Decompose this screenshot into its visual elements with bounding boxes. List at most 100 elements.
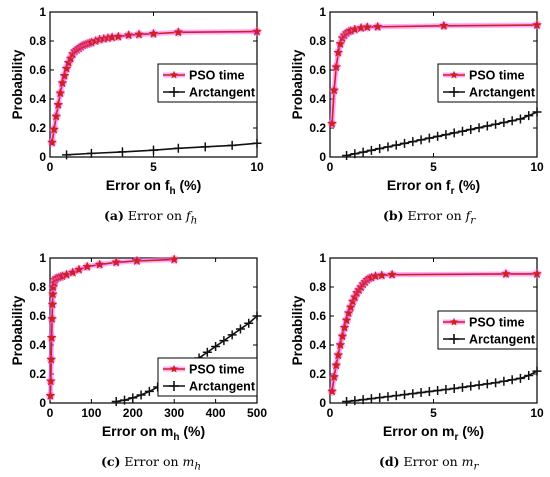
- y-tick-label: 1: [319, 251, 326, 265]
- x-tick-label: 100: [81, 406, 101, 420]
- data-point: [441, 385, 451, 395]
- data-point: [46, 332, 57, 342]
- data-point: [391, 140, 401, 150]
- y-tick-label: 0.2: [29, 121, 46, 135]
- y-axis-label: Probability: [10, 295, 25, 365]
- chart-panel-a: 0 5 10 0 0.2 0.4 0.6 0.8 1 Probability Error on fh…: [10, 5, 264, 197]
- data-point: [86, 148, 96, 158]
- legend-marker-star: [449, 317, 459, 326]
- caption-a: (a) Error on fh: [104, 208, 198, 227]
- data-point: [47, 313, 57, 324]
- data-point: [173, 27, 184, 37]
- data-point: [342, 397, 352, 407]
- data-point: [343, 308, 354, 318]
- series-arctangent: [342, 107, 542, 161]
- data-point: [335, 339, 346, 350]
- data-point: [383, 142, 393, 152]
- series-pso-time: [45, 254, 180, 401]
- x-tick-label: 0: [47, 406, 54, 420]
- data-point: [53, 99, 64, 109]
- data-point: [94, 259, 105, 269]
- y-tick-label: 0.2: [309, 367, 326, 381]
- data-point: [400, 138, 410, 148]
- data-point: [466, 381, 476, 391]
- x-tick-label: 5: [430, 406, 437, 420]
- data-point: [47, 137, 57, 147]
- data-point: [457, 382, 467, 392]
- data-point: [441, 130, 451, 140]
- data-point: [59, 70, 70, 80]
- data-point: [358, 147, 368, 157]
- x-axis-label: Error on mr (%): [383, 423, 484, 443]
- series-pso-time: [47, 26, 262, 147]
- series-line: [346, 111, 538, 157]
- data-point: [408, 389, 418, 399]
- data-point: [252, 138, 262, 148]
- data-point: [329, 371, 339, 382]
- data-point: [372, 21, 383, 31]
- x-tick-label: 10: [530, 160, 544, 174]
- series-arctangent: [62, 138, 262, 160]
- data-point: [149, 145, 158, 155]
- caption-d: (d) Error on mr: [379, 454, 479, 473]
- data-point: [491, 378, 501, 388]
- data-point: [47, 299, 58, 309]
- data-point: [416, 388, 426, 398]
- data-point: [375, 393, 385, 403]
- legend-label: Arctangent: [189, 86, 256, 100]
- data-point: [532, 268, 542, 279]
- data-point: [482, 379, 492, 389]
- data-point: [227, 140, 237, 150]
- legend-label: PSO time: [469, 316, 525, 330]
- y-tick-label: 0.8: [309, 34, 326, 48]
- data-point: [45, 390, 56, 400]
- data-point: [433, 131, 443, 141]
- chart-panel-d: 0 5 10 0 0.2 0.4 0.6 0.8 1 Probability Error on mr…: [290, 251, 544, 443]
- x-tick-label: 10: [530, 406, 544, 420]
- data-point: [350, 396, 360, 406]
- x-tick-label: 0: [327, 406, 334, 420]
- y-tick-label: 0.8: [29, 280, 46, 294]
- y-tick-label: 0: [319, 396, 326, 410]
- legend-label: Arctangent: [469, 333, 536, 347]
- data-point: [235, 324, 245, 334]
- data-point: [49, 124, 59, 134]
- series-line: [49, 258, 175, 396]
- data-point: [211, 341, 221, 351]
- y-axis-label: Probability: [10, 49, 25, 119]
- series-arctangent: [342, 366, 542, 407]
- legend-marker-plus: [449, 87, 459, 97]
- data-point: [335, 38, 346, 49]
- data-point: [244, 318, 254, 328]
- y-tick-label: 0.6: [29, 63, 46, 77]
- data-point: [474, 380, 484, 390]
- data-point: [507, 375, 517, 385]
- y-tick-label: 1: [319, 5, 326, 19]
- data-point: [169, 254, 180, 264]
- y-tick-label: 0: [39, 396, 46, 410]
- legend-marker-star: [449, 70, 459, 79]
- legend-marker-plus: [449, 334, 459, 344]
- data-point: [387, 269, 397, 279]
- data-point: [532, 19, 542, 30]
- data-point: [48, 289, 58, 299]
- data-point: [491, 119, 501, 129]
- data-point: [55, 88, 66, 98]
- x-axis-label: Error on fh (%): [106, 177, 202, 197]
- legend-label: PSO time: [189, 69, 245, 83]
- y-tick-label: 0.4: [29, 338, 46, 352]
- legend-marker-star: [169, 364, 179, 373]
- data-point: [524, 370, 534, 380]
- chart-panel-c: 0 100 200 300 400 500 0 0.2 0.4 0.6 0.8 1 Probabilit…: [10, 251, 267, 443]
- legend-label: Arctangent: [469, 86, 536, 100]
- y-axis-label: Probability: [290, 295, 305, 365]
- data-point: [375, 144, 385, 154]
- y-tick-label: 0.2: [29, 367, 46, 381]
- data-point: [123, 30, 134, 40]
- data-point: [202, 347, 212, 357]
- data-point: [416, 135, 426, 145]
- legend-label: Arctangent: [189, 380, 256, 394]
- data-point: [391, 391, 401, 401]
- legend: PSO time Arctangent: [157, 63, 258, 103]
